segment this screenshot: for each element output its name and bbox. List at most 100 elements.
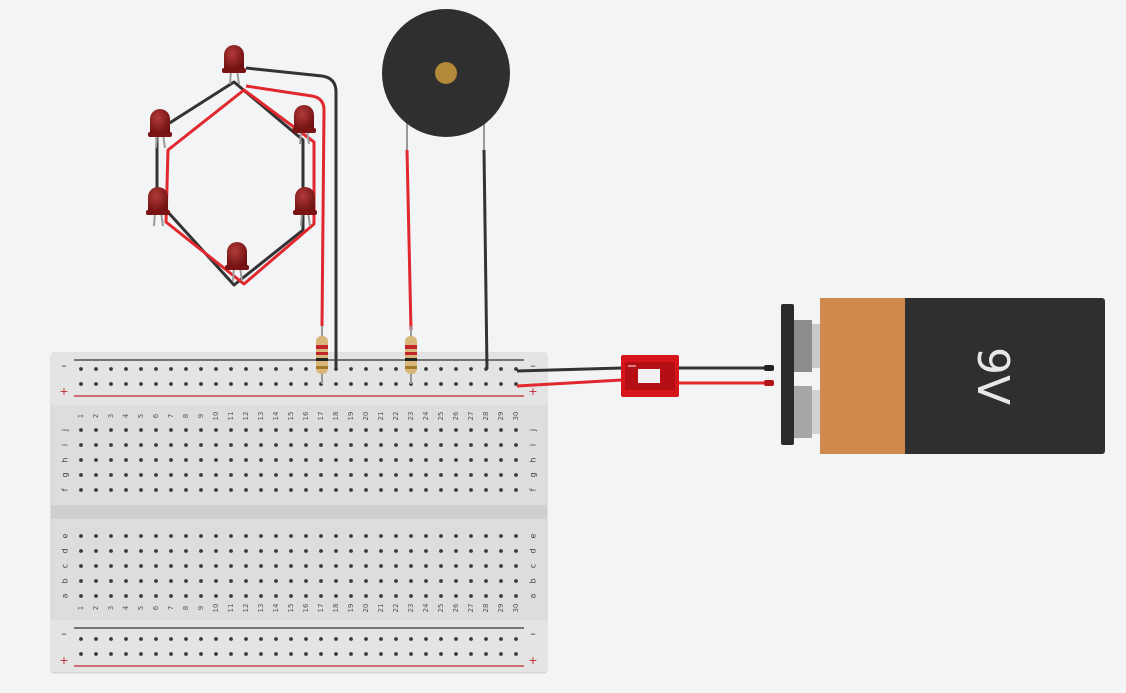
breadboard-hole[interactable] bbox=[124, 458, 128, 462]
rail-hole[interactable] bbox=[319, 637, 323, 641]
rail-hole[interactable] bbox=[154, 637, 158, 641]
breadboard-hole[interactable] bbox=[169, 443, 173, 447]
breadboard-hole[interactable] bbox=[439, 443, 443, 447]
breadboard-hole[interactable] bbox=[214, 458, 218, 462]
rail-hole[interactable] bbox=[424, 652, 428, 656]
rail-hole[interactable] bbox=[424, 637, 428, 641]
rail-hole[interactable] bbox=[409, 652, 413, 656]
led-black-wire[interactable] bbox=[245, 66, 338, 369]
breadboard-hole[interactable] bbox=[409, 594, 413, 598]
breadboard-hole[interactable] bbox=[469, 458, 473, 462]
breadboard-hole[interactable] bbox=[214, 488, 218, 492]
breadboard-hole[interactable] bbox=[274, 458, 278, 462]
breadboard-hole[interactable] bbox=[184, 428, 188, 432]
breadboard-hole[interactable] bbox=[409, 473, 413, 477]
rail-hole[interactable] bbox=[394, 382, 398, 386]
breadboard-hole[interactable] bbox=[139, 458, 143, 462]
breadboard-hole[interactable] bbox=[139, 428, 143, 432]
rail-hole[interactable] bbox=[274, 637, 278, 641]
breadboard-hole[interactable] bbox=[274, 443, 278, 447]
breadboard-hole[interactable] bbox=[79, 473, 83, 477]
switch-slider[interactable] bbox=[638, 369, 660, 383]
breadboard-hole[interactable] bbox=[184, 579, 188, 583]
breadboard-hole[interactable] bbox=[94, 579, 98, 583]
breadboard-hole[interactable] bbox=[454, 579, 458, 583]
rail-hole[interactable] bbox=[469, 382, 473, 386]
rail-hole[interactable] bbox=[439, 652, 443, 656]
breadboard-hole[interactable] bbox=[454, 549, 458, 553]
breadboard-hole[interactable] bbox=[259, 488, 263, 492]
breadboard-hole[interactable] bbox=[484, 458, 488, 462]
breadboard-hole[interactable] bbox=[244, 594, 248, 598]
rail-hole[interactable] bbox=[394, 652, 398, 656]
breadboard-hole[interactable] bbox=[229, 549, 233, 553]
breadboard-hole[interactable] bbox=[169, 579, 173, 583]
rail-hole[interactable] bbox=[499, 382, 503, 386]
breadboard-hole[interactable] bbox=[124, 473, 128, 477]
breadboard-hole[interactable] bbox=[454, 488, 458, 492]
breadboard-hole[interactable] bbox=[349, 488, 353, 492]
led-ring[interactable] bbox=[146, 45, 317, 282]
breadboard-hole[interactable] bbox=[334, 428, 338, 432]
rail-hole[interactable] bbox=[94, 637, 98, 641]
breadboard-hole[interactable] bbox=[289, 579, 293, 583]
breadboard-hole[interactable] bbox=[274, 549, 278, 553]
breadboard-hole[interactable] bbox=[409, 488, 413, 492]
breadboard-hole[interactable] bbox=[244, 579, 248, 583]
breadboard-hole[interactable] bbox=[439, 549, 443, 553]
breadboard-hole[interactable] bbox=[484, 564, 488, 568]
buzzer-red-wire[interactable] bbox=[405, 149, 413, 331]
breadboard-hole[interactable] bbox=[184, 473, 188, 477]
breadboard-hole[interactable] bbox=[379, 549, 383, 553]
rail-hole[interactable] bbox=[154, 367, 158, 371]
breadboard-hole[interactable] bbox=[424, 443, 428, 447]
rail-hole[interactable] bbox=[109, 382, 113, 386]
rail-hole[interactable] bbox=[124, 637, 128, 641]
breadboard-hole[interactable] bbox=[514, 443, 518, 447]
rail-hole[interactable] bbox=[499, 637, 503, 641]
breadboard-hole[interactable] bbox=[394, 473, 398, 477]
breadboard-hole[interactable] bbox=[94, 458, 98, 462]
breadboard-hole[interactable] bbox=[259, 473, 263, 477]
breadboard-hole[interactable] bbox=[274, 564, 278, 568]
rail-hole[interactable] bbox=[169, 382, 173, 386]
breadboard-hole[interactable] bbox=[454, 428, 458, 432]
rail-hole[interactable] bbox=[274, 652, 278, 656]
breadboard-hole[interactable] bbox=[334, 458, 338, 462]
breadboard-hole[interactable] bbox=[244, 488, 248, 492]
led[interactable] bbox=[225, 242, 249, 282]
breadboard-hole[interactable] bbox=[304, 443, 308, 447]
rail-hole[interactable] bbox=[169, 637, 173, 641]
rail-hole[interactable] bbox=[214, 637, 218, 641]
rail-hole[interactable] bbox=[169, 652, 173, 656]
breadboard-hole[interactable] bbox=[184, 594, 188, 598]
breadboard-hole[interactable] bbox=[154, 594, 158, 598]
breadboard-hole[interactable] bbox=[244, 534, 248, 538]
breadboard-hole[interactable] bbox=[139, 443, 143, 447]
breadboard-hole[interactable] bbox=[199, 488, 203, 492]
breadboard-hole[interactable] bbox=[364, 534, 368, 538]
breadboard-hole[interactable] bbox=[514, 458, 518, 462]
breadboard-hole[interactable] bbox=[514, 473, 518, 477]
rail-hole[interactable] bbox=[214, 652, 218, 656]
breadboard-hole[interactable] bbox=[304, 579, 308, 583]
piezo-buzzer[interactable] bbox=[382, 9, 510, 370]
breadboard-hole[interactable] bbox=[319, 428, 323, 432]
rail-hole[interactable] bbox=[244, 637, 248, 641]
rail-hole[interactable] bbox=[304, 367, 308, 371]
rail-hole[interactable] bbox=[139, 382, 143, 386]
breadboard-hole[interactable] bbox=[394, 458, 398, 462]
breadboard-hole[interactable] bbox=[244, 473, 248, 477]
breadboard-hole[interactable] bbox=[124, 534, 128, 538]
breadboard-hole[interactable] bbox=[484, 594, 488, 598]
breadboard-hole[interactable] bbox=[79, 579, 83, 583]
breadboard-hole[interactable] bbox=[199, 458, 203, 462]
breadboard-hole[interactable] bbox=[139, 549, 143, 553]
breadboard-hole[interactable] bbox=[169, 458, 173, 462]
breadboard-hole[interactable] bbox=[514, 488, 518, 492]
breadboard-hole[interactable] bbox=[439, 534, 443, 538]
breadboard-hole[interactable] bbox=[364, 488, 368, 492]
resistor-led[interactable] bbox=[316, 326, 328, 384]
rail-hole[interactable] bbox=[364, 367, 368, 371]
